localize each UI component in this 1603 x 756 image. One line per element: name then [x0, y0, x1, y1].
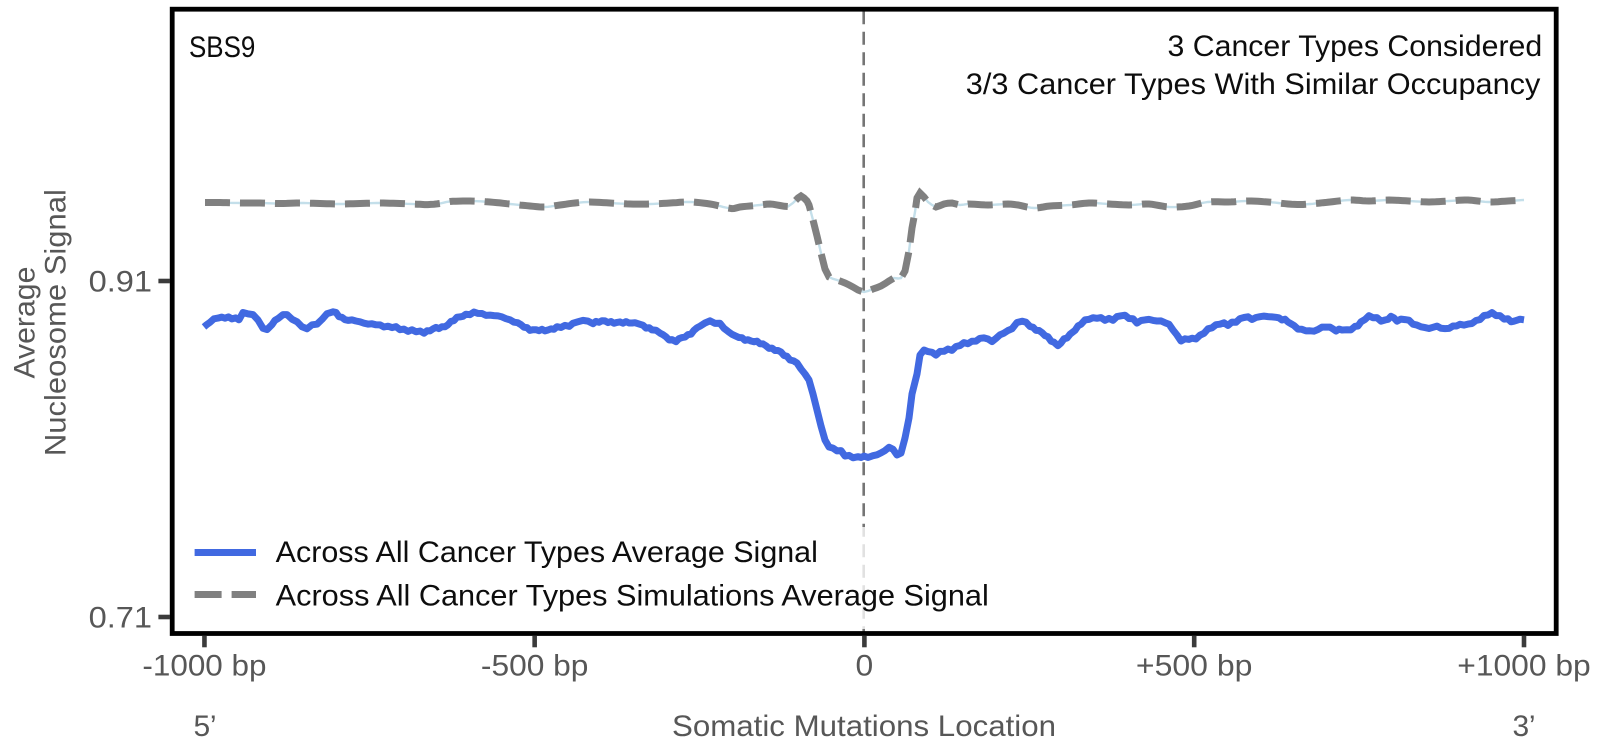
svg-text:3 Cancer Types Considered: 3 Cancer Types Considered [1168, 30, 1543, 63]
svg-text:Across All Cancer Types Simula: Across All Cancer Types Simulations Aver… [276, 580, 989, 613]
svg-text:-1000 bp: -1000 bp [142, 649, 266, 682]
svg-text:Average: Average [8, 267, 41, 379]
svg-text:Somatic Mutations Location: Somatic Mutations Location [672, 710, 1056, 743]
svg-text:SBS9: SBS9 [189, 31, 255, 64]
svg-text:3/3 Cancer Types With Similar: 3/3 Cancer Types With Similar Occupancy [966, 68, 1541, 101]
svg-text:-500 bp: -500 bp [481, 649, 589, 682]
svg-text:+500 bp: +500 bp [1136, 649, 1253, 682]
svg-text:3’: 3’ [1513, 710, 1536, 743]
svg-text:5’: 5’ [194, 710, 217, 743]
svg-text:0: 0 [856, 649, 874, 682]
svg-text:Nucleosome Signal: Nucleosome Signal [40, 189, 73, 456]
svg-text:+1000 bp: +1000 bp [1457, 649, 1591, 682]
svg-text:0.91: 0.91 [89, 266, 152, 299]
svg-text:Across All Cancer Types Averag: Across All Cancer Types Average Signal [276, 536, 818, 569]
svg-text:0.71: 0.71 [89, 602, 152, 635]
